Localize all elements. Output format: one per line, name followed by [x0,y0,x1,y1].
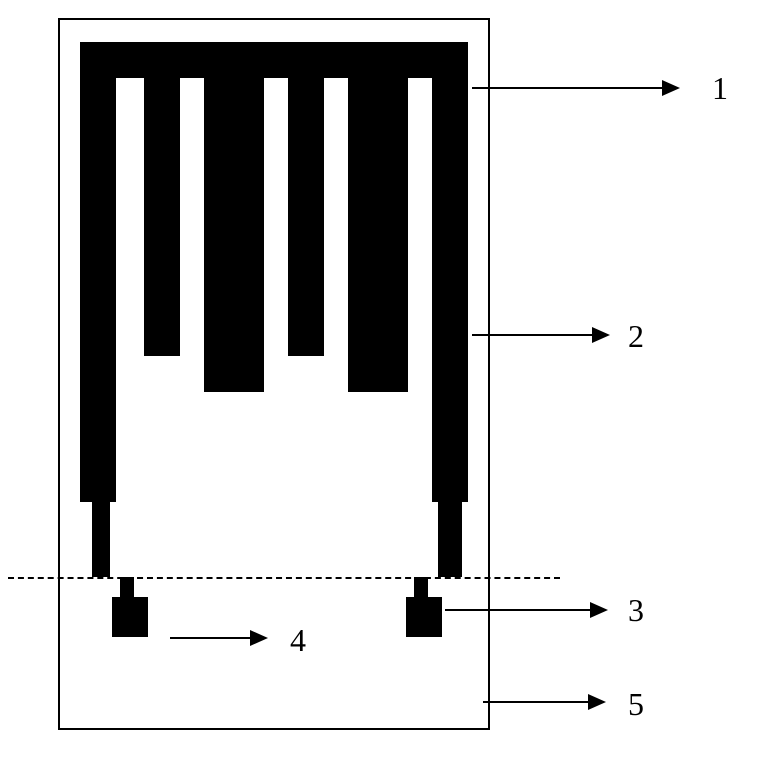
arrow-head [588,694,606,710]
arrow-2 [472,327,610,343]
arrow-line [472,87,662,89]
label-3: 3 [628,592,644,629]
label-4: 4 [290,622,306,659]
dashed-separator [8,577,560,579]
arrow-line [445,609,590,611]
arrow-head [592,327,610,343]
arrow-5 [483,694,606,710]
serpentine-electrode [80,42,468,662]
arrow-line [472,334,592,336]
arrow-head [662,80,680,96]
arrow-line [170,637,250,639]
arrow-head [250,630,268,646]
arrow-line [483,701,588,703]
arrow-3 [445,602,608,618]
arrow-head [590,602,608,618]
label-2: 2 [628,318,644,355]
arrow-4 [170,630,268,646]
label-5: 5 [628,686,644,723]
arrow-1 [472,80,680,96]
label-1: 1 [712,70,728,107]
